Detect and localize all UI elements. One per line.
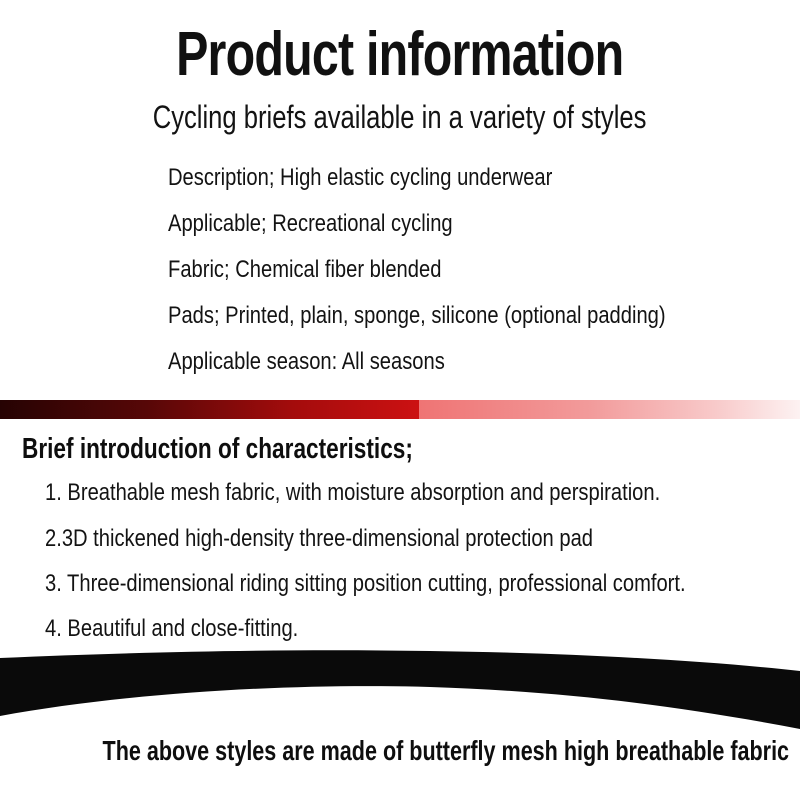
footer-statement-text: The above styles are made of butterfly m… [102, 735, 790, 766]
spec-line-description: Description; High elastic cycling underw… [168, 164, 626, 191]
characteristic-item-text: 4. Beautiful and close-fitting. [45, 615, 299, 642]
characteristics-heading-text: Brief introduction of characteristics; [22, 433, 413, 465]
gradient-divider-bar [0, 400, 800, 419]
divider-pink-segment [419, 400, 800, 419]
page-title: Product information [0, 24, 800, 86]
spec-line-fabric: Fabric; Chemical fiber blended [168, 256, 494, 283]
characteristic-item-text: 1. Breathable mesh fabric, with moisture… [45, 479, 661, 506]
characteristic-item-2: 2.3D thickened high-density three-dimens… [45, 525, 697, 552]
spec-line-text: Pads; Printed, plain, sponge, silicone (… [168, 302, 666, 329]
characteristic-item-text: 2.3D thickened high-density three-dimens… [45, 525, 594, 552]
characteristics-heading: Brief introduction of characteristics; [22, 433, 523, 466]
page-subtitle-text: Cycling briefs available in a variety of… [153, 99, 647, 135]
spec-line-pads: Pads; Printed, plain, sponge, silicone (… [168, 302, 760, 329]
page-title-text: Product information [176, 20, 624, 89]
spec-line-season: Applicable season: All seasons [168, 348, 498, 375]
divider-dark-red-segment [0, 400, 419, 419]
page-subtitle: Cycling briefs available in a variety of… [0, 99, 800, 135]
spec-line-text: Fabric; Chemical fiber blended [168, 256, 442, 283]
characteristic-item-text: 3. Three-dimensional riding sitting posi… [45, 570, 686, 597]
footer-statement: The above styles are made of butterfly m… [0, 735, 800, 767]
characteristic-item-1: 1. Breathable mesh fabric, with moisture… [45, 479, 777, 506]
spec-line-text: Applicable; Recreational cycling [168, 210, 453, 237]
characteristic-item-3: 3. Three-dimensional riding sitting posi… [45, 570, 800, 597]
spec-line-text: Description; High elastic cycling underw… [168, 164, 553, 191]
spec-line-applicable: Applicable; Recreational cycling [168, 210, 507, 237]
characteristic-item-4: 4. Beautiful and close-fitting. [45, 615, 347, 642]
spec-line-text: Applicable season: All seasons [168, 348, 445, 375]
